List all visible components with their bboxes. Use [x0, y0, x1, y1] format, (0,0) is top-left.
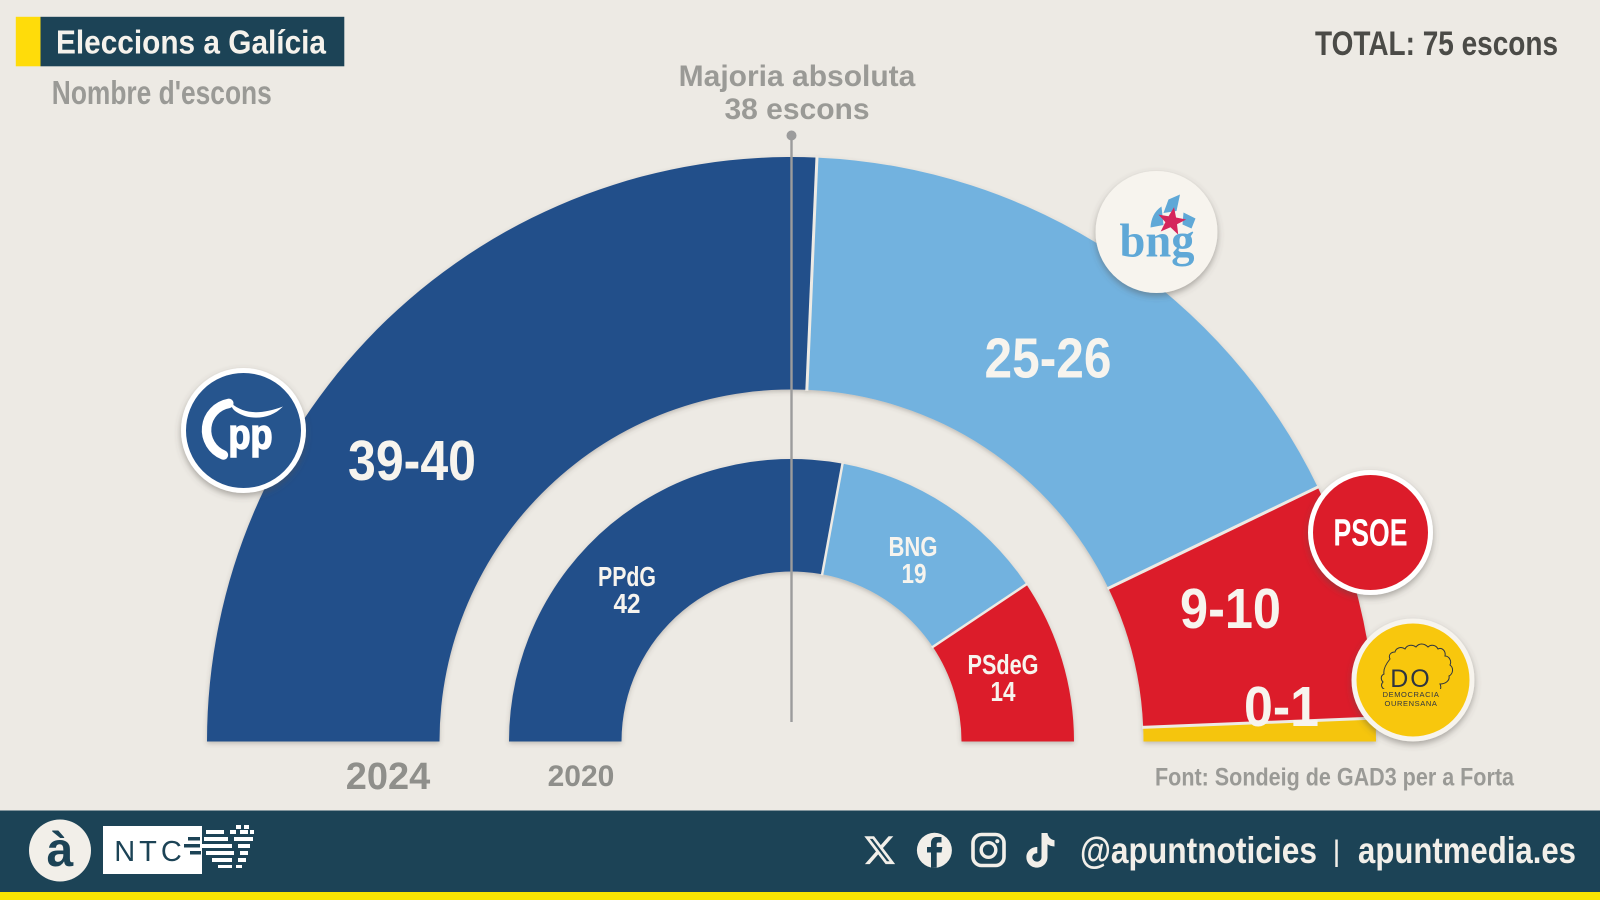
svg-text:OURENSANA: OURENSANA [1385, 699, 1438, 708]
svg-text:Font: Sondeig de GAD3 per a Fo: Font: Sondeig de GAD3 per a Forta [1155, 764, 1515, 792]
svg-text:pp: pp [229, 411, 273, 458]
svg-text:BNG: BNG [889, 531, 938, 562]
svg-text:38 escons: 38 escons [724, 93, 869, 126]
svg-text:0-1: 0-1 [1244, 675, 1319, 739]
svg-text:à: à [47, 824, 74, 877]
svg-text:Majoria absoluta: Majoria absoluta [679, 60, 916, 93]
svg-text:apuntmedia.es: apuntmedia.es [1358, 830, 1576, 871]
svg-text:2024: 2024 [346, 756, 431, 798]
svg-text:25-26: 25-26 [985, 327, 1112, 391]
svg-text:TOTAL: 75 escons: TOTAL: 75 escons [1315, 25, 1558, 63]
svg-text:39-40: 39-40 [348, 429, 476, 493]
svg-text:PSdeG: PSdeG [968, 649, 1039, 680]
svg-text:14: 14 [991, 676, 1016, 707]
svg-text:42: 42 [614, 588, 641, 619]
svg-text:Eleccions a Galícia: Eleccions a Galícia [56, 24, 327, 61]
svg-text:NTC: NTC [114, 836, 186, 868]
svg-text:DEMOCRACIA: DEMOCRACIA [1383, 690, 1440, 699]
svg-text:|: | [1333, 835, 1341, 868]
svg-text:Nombre d'escons: Nombre d'escons [52, 74, 272, 111]
svg-text:@apuntnoticies: @apuntnoticies [1080, 830, 1317, 871]
svg-text:DO: DO [1390, 665, 1432, 693]
svg-text:PPdG: PPdG [598, 561, 656, 592]
svg-text:PSOE: PSOE [1334, 513, 1408, 555]
svg-text:19: 19 [902, 558, 927, 589]
svg-text:2020: 2020 [548, 760, 615, 793]
svg-text:9-10: 9-10 [1180, 577, 1281, 641]
svg-text:bng: bng [1120, 215, 1195, 268]
